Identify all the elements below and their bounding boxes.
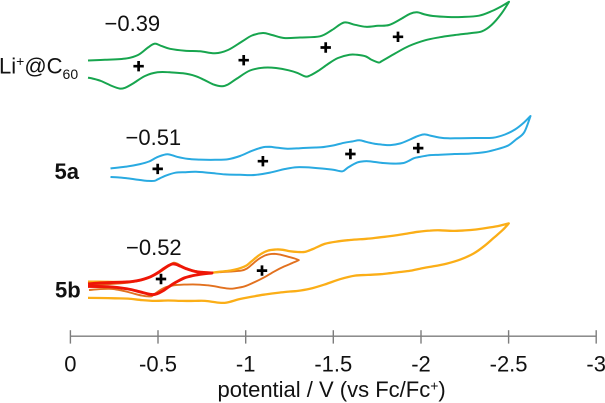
- svg-text:−0.52: −0.52: [126, 235, 182, 260]
- svg-text:-1.5: -1.5: [314, 352, 352, 377]
- svg-text:potential / V (vs Fc/Fc+): potential / V (vs Fc/Fc+): [218, 377, 446, 402]
- svg-text:-2: -2: [411, 352, 431, 377]
- svg-text:-3: -3: [586, 352, 605, 377]
- svg-text:-0.5: -0.5: [139, 352, 177, 377]
- svg-text:-1: -1: [236, 352, 256, 377]
- svg-text:5b: 5b: [55, 278, 81, 303]
- svg-text:-2.5: -2.5: [490, 352, 528, 377]
- svg-text:5a: 5a: [55, 159, 80, 184]
- svg-text:0: 0: [64, 352, 76, 377]
- svg-text:−0.51: −0.51: [126, 125, 182, 150]
- svg-text:−0.39: −0.39: [105, 11, 161, 36]
